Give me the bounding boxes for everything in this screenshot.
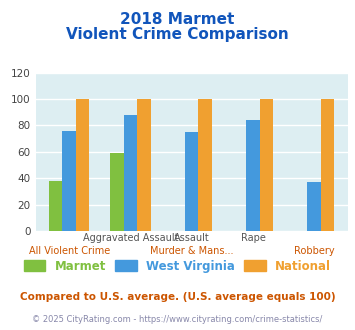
Bar [198,99,212,231]
Bar [62,131,76,231]
Text: © 2025 CityRating.com - https://www.cityrating.com/crime-statistics/: © 2025 CityRating.com - https://www.city… [32,315,323,324]
Text: Violent Crime Comparison: Violent Crime Comparison [66,27,289,42]
Text: Compared to U.S. average. (U.S. average equals 100): Compared to U.S. average. (U.S. average … [20,292,335,302]
Text: Robbery: Robbery [294,246,334,256]
Bar [49,181,62,231]
Bar [110,153,124,231]
Text: Assault: Assault [174,233,209,243]
Text: Rape: Rape [241,233,266,243]
Text: Aggravated Assault: Aggravated Assault [83,233,178,243]
Legend: Marmet, West Virginia, National: Marmet, West Virginia, National [19,255,336,278]
Bar [246,120,260,231]
Bar [307,182,321,231]
Bar [76,99,89,231]
Text: 2018 Marmet: 2018 Marmet [120,12,235,26]
Bar [260,99,273,231]
Bar [321,99,334,231]
Text: All Violent Crime: All Violent Crime [28,246,110,256]
Bar [185,132,198,231]
Bar [124,115,137,231]
Text: Murder & Mans...: Murder & Mans... [150,246,234,256]
Bar [137,99,151,231]
